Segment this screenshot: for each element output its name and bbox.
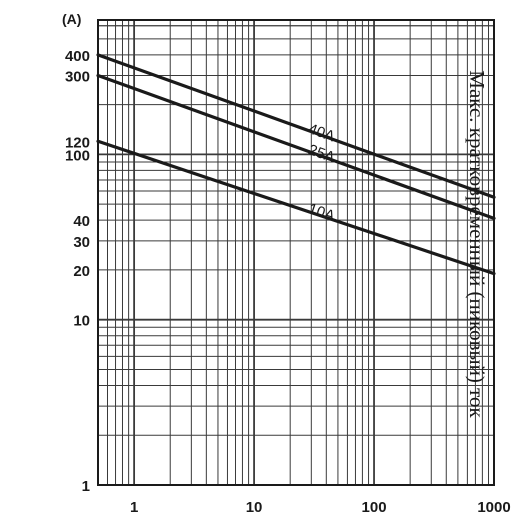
y-tick-label: 400 xyxy=(65,48,90,65)
y-tick-label: 1 xyxy=(82,478,90,495)
y-tick-label: 20 xyxy=(73,263,90,280)
x-tick-label: 1 xyxy=(130,499,138,516)
grid xyxy=(97,20,495,486)
y-tick-label: 100 xyxy=(65,147,90,164)
y-unit-label: (A) xyxy=(62,11,81,27)
x-tick-labels: 1 10 100 1000 xyxy=(130,499,511,516)
x-tick-label: 100 xyxy=(362,499,387,516)
series-label-25A: 25A xyxy=(306,141,337,166)
y-tick-label: 300 xyxy=(65,69,90,86)
y-axis-label: Макс. кратковременный (пиковый) ток xyxy=(465,70,489,418)
plot-frame xyxy=(97,19,495,486)
y-tick-label: 120 xyxy=(65,134,90,151)
series-line-25A xyxy=(96,73,496,220)
series-line-40A xyxy=(96,53,496,199)
y-tick-label: 10 xyxy=(73,313,90,330)
y-tick-label: 40 xyxy=(73,213,90,230)
series-line-10A xyxy=(96,139,496,276)
x-tick-label: 10 xyxy=(246,499,263,516)
x-tick-label: 1000 xyxy=(477,499,510,516)
y-tick-label: 30 xyxy=(73,234,90,251)
